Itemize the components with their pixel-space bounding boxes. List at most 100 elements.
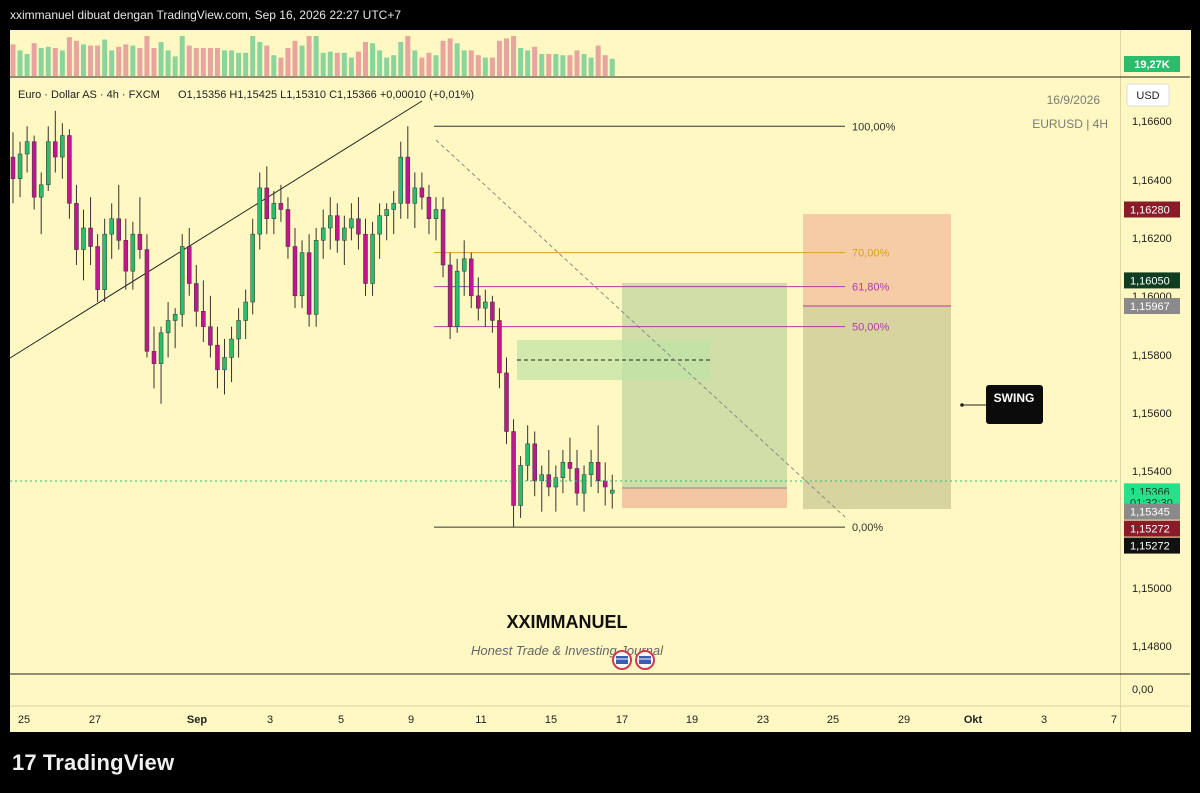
demand-zone[interactable] — [517, 340, 710, 380]
candle-body — [123, 240, 129, 272]
candle-body — [151, 351, 157, 364]
x-tick-label: 9 — [408, 714, 414, 726]
volume-bar — [45, 46, 51, 76]
candle-body — [208, 326, 213, 346]
y-tick-label: 1,14800 — [1132, 641, 1172, 653]
candle-body — [405, 156, 411, 204]
candle-body — [95, 246, 100, 290]
tradingview-brand[interactable]: 17 TradingView — [12, 750, 174, 776]
candle-body — [201, 311, 206, 327]
candle-body — [222, 357, 227, 371]
volume-bar — [186, 45, 192, 76]
candle-body — [109, 218, 114, 235]
x-tick-label: 7 — [1111, 714, 1117, 726]
volume-bar — [588, 57, 594, 76]
volume-bar — [511, 36, 517, 76]
candle-body — [278, 203, 284, 210]
volume-bar — [405, 36, 411, 76]
volume-bar — [419, 57, 425, 76]
candle-body — [81, 227, 86, 250]
volume-bar — [581, 54, 587, 76]
y-tick-label: 0,00 — [1132, 684, 1153, 696]
price-scale[interactable] — [1120, 30, 1191, 732]
volume-bar — [546, 54, 552, 76]
price-badge — [1124, 272, 1180, 289]
volume-bar — [123, 44, 129, 76]
green-zone-short[interactable] — [803, 306, 951, 509]
volume-bar — [137, 48, 143, 76]
legend-ohlc: O1,15356 H1,15425 L1,15310 C1,15366 +0,0… — [178, 89, 474, 101]
volume-bar — [243, 52, 249, 76]
fibonacci-levels[interactable]: 100,00% 70,00% 61,80% 50,00% 0,00% — [434, 121, 896, 534]
volume-bar — [222, 50, 227, 76]
candle-body — [490, 301, 495, 321]
price-badge-label: 1,15967 — [1130, 301, 1170, 313]
red-zone-short[interactable] — [803, 214, 951, 306]
y-tick-label: 1,15600 — [1132, 408, 1172, 420]
volume-bar — [475, 55, 481, 76]
candle-body — [377, 215, 382, 235]
trend-line[interactable] — [9, 100, 423, 359]
candle-body — [299, 252, 305, 297]
candle-body — [264, 187, 270, 220]
volume-bar — [560, 55, 566, 76]
volume-bar — [482, 57, 488, 76]
x-tick-label: 17 — [616, 714, 628, 726]
price-badge — [1124, 537, 1180, 554]
candle-body — [46, 141, 51, 186]
candle-body — [532, 443, 537, 482]
legend-symbol[interactable]: Euro · Dollar AS · 4h · FXCM — [18, 89, 160, 101]
candle-body — [116, 218, 121, 241]
volume-bar — [250, 36, 256, 76]
candle-body — [285, 209, 291, 247]
candle-body — [179, 246, 185, 315]
volume-bar — [179, 36, 185, 76]
candle-body — [165, 320, 171, 334]
volume-bar — [264, 45, 270, 76]
red-zone-long[interactable] — [622, 488, 787, 508]
price-badge-label: 1,16280 — [1130, 205, 1170, 217]
candle-body — [356, 218, 361, 235]
x-tick-label: 25 — [827, 714, 839, 726]
currency-label[interactable]: USD — [1136, 90, 1159, 102]
x-tick-label: 3 — [1041, 714, 1047, 726]
volume-bar — [116, 46, 122, 76]
candle-body — [229, 338, 234, 358]
volume-bars — [10, 36, 615, 76]
candle-body — [130, 233, 136, 272]
volume-bar — [355, 51, 361, 76]
author-name: XXIMMANUEL — [507, 612, 628, 632]
candle-body — [88, 227, 93, 247]
fib-label: 0,00% — [852, 522, 883, 534]
candle-body — [384, 209, 389, 216]
candle-body — [588, 462, 594, 475]
candle-body — [236, 320, 241, 340]
candle-body — [243, 301, 248, 321]
x-tick-label: 15 — [545, 714, 557, 726]
candle-body — [476, 295, 481, 309]
candle-body — [419, 187, 425, 198]
volume-bar — [525, 50, 531, 76]
green-zone-long[interactable] — [622, 283, 787, 488]
fib-label: 50,00% — [852, 322, 890, 334]
x-tick-label: 25 — [18, 714, 30, 726]
candle-body — [67, 135, 72, 204]
volume-bar — [109, 50, 115, 76]
volume-label: 19,27K — [1134, 59, 1170, 71]
volume-bar — [130, 45, 136, 76]
candle-body — [292, 246, 298, 297]
y-axis-ticks: 1,166001,164001,162001,160001,158001,156… — [1132, 116, 1172, 696]
volume-bar — [468, 50, 474, 76]
volume-bar — [447, 38, 453, 76]
watermark-date: 16/9/2026 — [1047, 93, 1101, 107]
volume-bar — [363, 42, 368, 76]
swing-label[interactable]: SWING — [994, 391, 1035, 405]
candle-body — [31, 141, 37, 198]
candle-body — [440, 209, 446, 266]
fib-label: 61,80% — [852, 282, 890, 294]
volume-bar — [377, 50, 383, 76]
candle-body — [144, 249, 150, 352]
candle-body — [53, 141, 58, 158]
volume-bar — [10, 44, 16, 76]
